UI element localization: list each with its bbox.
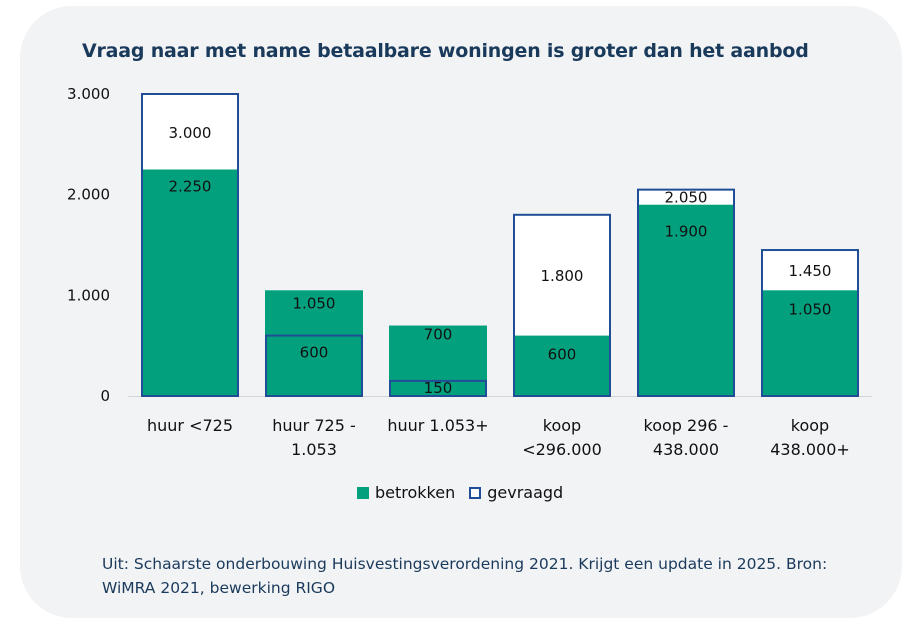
bar-betrokken [761, 290, 859, 396]
x-tick-label: huur <725 [147, 416, 233, 435]
data-label-betrokken: 1.050 [293, 294, 336, 312]
bar-betrokken [637, 204, 735, 396]
data-label-gevraagd: 1.800 [541, 267, 584, 285]
x-tick-label: huur 725 - [272, 416, 355, 435]
data-label-betrokken: 2.250 [169, 178, 212, 196]
source-note: Uit: Schaarste onderbouwing Huisvestings… [102, 555, 828, 597]
bar-gevraagd [389, 379, 487, 397]
x-tick-label: 1.053 [291, 440, 337, 459]
data-label-betrokken: 1.050 [789, 300, 832, 318]
x-tick-label: koop 296 - [644, 416, 729, 435]
data-label-betrokken: 700 [424, 326, 453, 344]
legend: betrokken gevraagd [357, 483, 577, 502]
y-tick-label: 0 [100, 387, 110, 405]
legend-swatch-gevraagd [469, 486, 482, 499]
x-tick-label: 438.000+ [770, 440, 850, 459]
bar-gevraagd [265, 334, 363, 398]
bar-betrokken [513, 335, 611, 396]
legend-item-gevraagd: gevraagd [469, 483, 563, 502]
legend-label-betrokken: betrokken [375, 483, 456, 502]
data-label-betrokken: 1.900 [665, 223, 708, 241]
data-label-gevraagd: 2.050 [665, 189, 708, 207]
x-tick-label: huur 1.053+ [387, 416, 488, 435]
x-tick-label: koop [543, 416, 581, 435]
data-label-gevraagd: 150 [424, 379, 453, 397]
x-tick-label: <296.000 [522, 440, 602, 459]
chart-title: Vraag naar met name betaalbare woningen … [82, 40, 809, 62]
bar-betrokken [389, 325, 487, 396]
y-tick-label: 2.000 [67, 186, 110, 204]
x-tick-label: 438.000 [653, 440, 719, 459]
data-label-gevraagd: 1.450 [789, 262, 832, 280]
data-label-gevraagd: 600 [300, 344, 329, 362]
bar-gevraagd [141, 93, 239, 397]
bar-gevraagd [761, 249, 859, 397]
bar-gevraagd [637, 188, 735, 397]
bar-gevraagd [513, 213, 611, 397]
y-tick-label: 1.000 [67, 286, 110, 304]
legend-swatch-betrokken [357, 486, 369, 499]
legend-item-betrokken: betrokken [357, 483, 455, 502]
x-tick-label: koop [791, 416, 829, 435]
legend-label-gevraagd: gevraagd [487, 483, 564, 502]
data-label-gevraagd: 3.000 [169, 124, 212, 142]
bar-betrokken [265, 290, 363, 396]
bar-betrokken [141, 169, 239, 396]
data-label-betrokken: 600 [548, 346, 577, 364]
y-tick-label: 3.000 [67, 85, 110, 103]
